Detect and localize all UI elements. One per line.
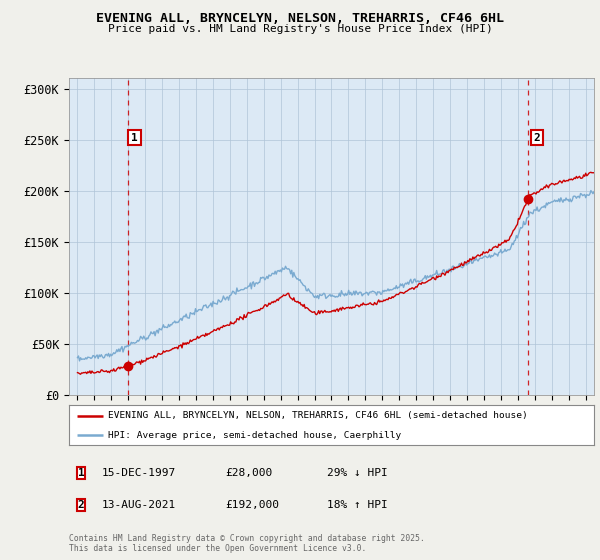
Text: 29% ↓ HPI: 29% ↓ HPI <box>327 468 388 478</box>
Text: £192,000: £192,000 <box>225 500 279 510</box>
Text: 13-AUG-2021: 13-AUG-2021 <box>102 500 176 510</box>
Text: Price paid vs. HM Land Registry's House Price Index (HPI): Price paid vs. HM Land Registry's House … <box>107 24 493 34</box>
Text: EVENING ALL, BRYNCELYN, NELSON, TREHARRIS, CF46 6HL: EVENING ALL, BRYNCELYN, NELSON, TREHARRI… <box>96 12 504 25</box>
Text: HPI: Average price, semi-detached house, Caerphilly: HPI: Average price, semi-detached house,… <box>109 431 401 440</box>
Text: Contains HM Land Registry data © Crown copyright and database right 2025.
This d: Contains HM Land Registry data © Crown c… <box>69 534 425 553</box>
Text: £28,000: £28,000 <box>225 468 272 478</box>
Text: 1: 1 <box>77 468 85 478</box>
Text: 15-DEC-1997: 15-DEC-1997 <box>102 468 176 478</box>
Text: 2: 2 <box>533 133 540 143</box>
Text: 1: 1 <box>131 133 138 143</box>
Text: 18% ↑ HPI: 18% ↑ HPI <box>327 500 388 510</box>
Text: EVENING ALL, BRYNCELYN, NELSON, TREHARRIS, CF46 6HL (semi-detached house): EVENING ALL, BRYNCELYN, NELSON, TREHARRI… <box>109 411 528 420</box>
Text: 2: 2 <box>77 500 85 510</box>
